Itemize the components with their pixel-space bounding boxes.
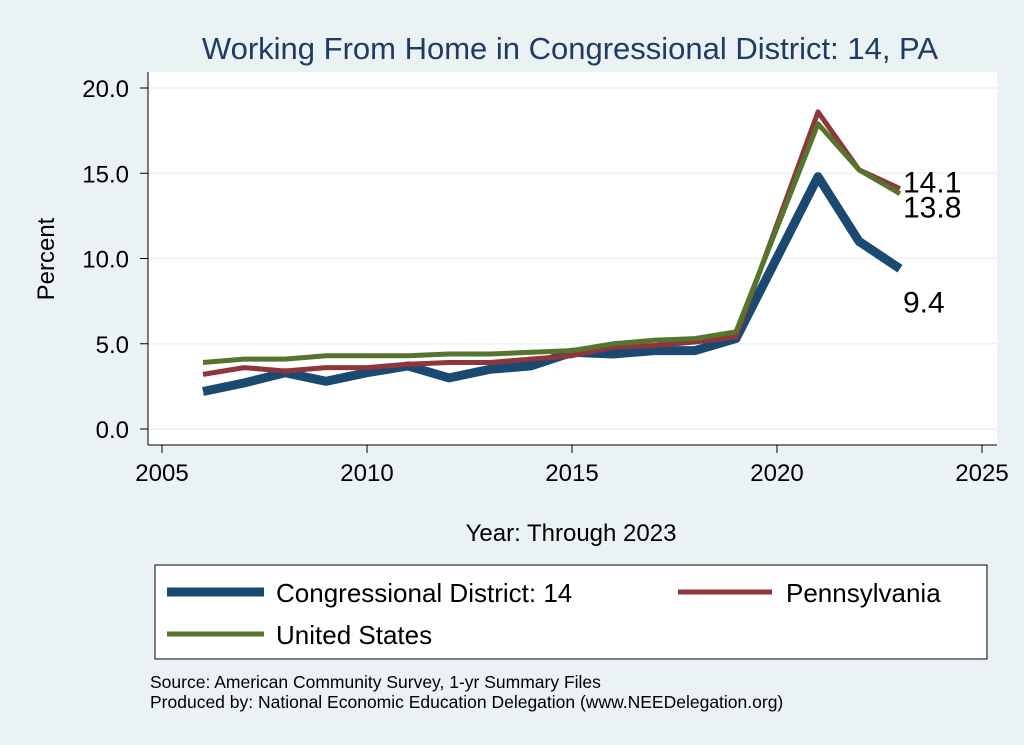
source-note: Source: American Community Survey, 1-yr … (150, 672, 601, 692)
x-tick-label: 2010 (340, 460, 393, 487)
series-line-3 (202, 121, 902, 365)
produced-note: Produced by: National Economic Education… (150, 692, 783, 712)
x-tick-label: 2005 (135, 460, 188, 487)
y-axis-title: Percent (33, 217, 60, 300)
y-tick-label: 10.0 (82, 247, 129, 274)
x-tick-label: 2025 (955, 460, 1008, 487)
x-axis-title: Year: Through 2023 (466, 520, 677, 547)
y-tick-label: 15.0 (82, 161, 129, 188)
x-tick-labels: 2005 2010 2015 2020 2025 (135, 460, 1008, 487)
end-label-1: 9.4 (903, 287, 945, 320)
x-tick-label: 2015 (545, 460, 598, 487)
end-labels: 9.4 14.113.8 (903, 167, 961, 320)
end-label-3: 13.8 (903, 192, 961, 225)
grid-lines (148, 87, 997, 430)
x-tick-label: 2020 (750, 460, 803, 487)
y-tick-label: 0.0 (96, 417, 129, 444)
y-tick-labels: 0.0 5.0 10.0 15.0 20.0 (82, 76, 129, 444)
legend: Congressional District: 14 Pennsylvania Un… (167, 578, 941, 650)
legend-box (154, 564, 988, 660)
legend-label-3: United States (276, 620, 432, 650)
axes (140, 72, 997, 453)
series-line-1 (202, 172, 903, 396)
series-lines (202, 109, 903, 396)
chart-title: Working From Home in Congressional Distr… (202, 31, 939, 66)
end-label-2: 14.1 (903, 167, 961, 200)
legend-label-1: Congressional District: 14 (276, 578, 572, 608)
legend-label-2: Pennsylvania (786, 578, 941, 608)
y-tick-label: 20.0 (82, 76, 129, 103)
y-tick-label: 5.0 (96, 332, 129, 359)
